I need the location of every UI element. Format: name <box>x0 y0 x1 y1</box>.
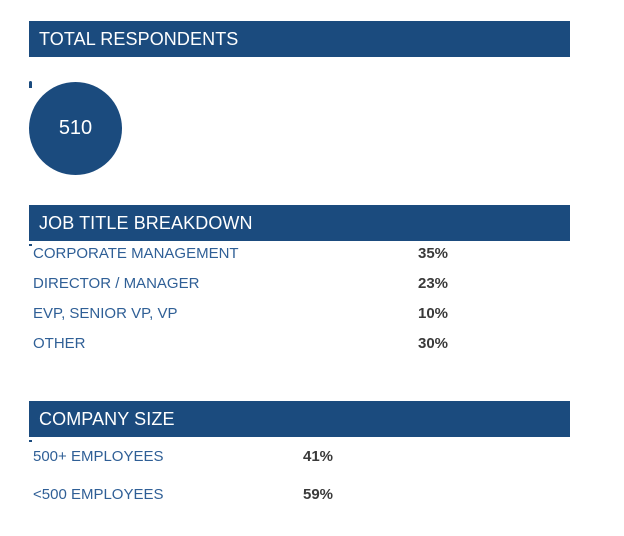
decorative-tick-mark <box>29 244 32 246</box>
respondent-count: 510 <box>58 117 93 139</box>
job-title-breakdown-header: JOB TITLE BREAKDOWN <box>29 205 570 241</box>
company-size-label: 500+ EMPLOYEES <box>33 448 164 465</box>
company-size-header: COMPANY SIZE <box>29 401 570 437</box>
job-title-value: 23% <box>418 275 449 292</box>
job-title-label: DIRECTOR / MANAGER <box>33 275 200 292</box>
job-title-label: CORPORATE MANAGEMENT <box>33 245 239 262</box>
job-title-label: EVP, SENIOR VP, VP <box>33 305 178 322</box>
job-title-value: 30% <box>418 335 449 352</box>
respondent-count-circle: 510 <box>29 82 122 175</box>
company-size-label: <500 EMPLOYEES <box>33 486 164 503</box>
decorative-tick-mark <box>29 440 32 442</box>
job-title-value: 35% <box>418 245 449 262</box>
company-size-value: 59% <box>303 486 334 503</box>
job-title-value: 10% <box>418 305 449 322</box>
decorative-tick-mark <box>29 81 32 88</box>
company-size-value: 41% <box>303 448 334 465</box>
total-respondents-header: TOTAL RESPONDENTS <box>29 21 570 57</box>
job-title-label: OTHER <box>33 335 86 352</box>
